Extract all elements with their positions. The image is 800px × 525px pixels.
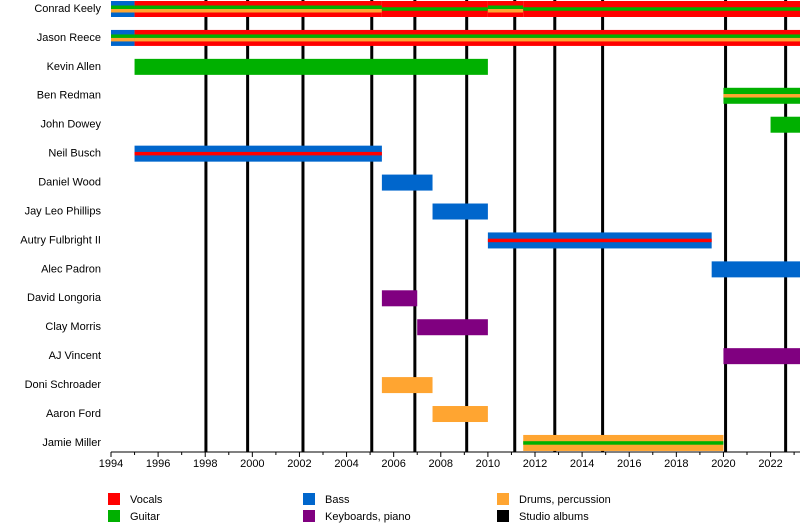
member-label: Jason Reece (37, 32, 101, 44)
member-bar (417, 319, 488, 336)
member-bar (711, 261, 800, 278)
member-bar (381, 377, 433, 394)
x-tick-label: 2014 (570, 458, 594, 470)
legend-swatch (497, 493, 509, 505)
legend-label: Drums, percussion (519, 494, 611, 506)
member-label: John Dowey (40, 119, 101, 131)
member-bar-stripe (134, 34, 800, 38)
legend-label: Bass (325, 494, 350, 506)
member-bar-stripe (134, 9, 382, 13)
legend-swatch (497, 510, 509, 522)
x-tick-label: 2012 (523, 458, 547, 470)
member-label: Clay Morris (45, 321, 101, 333)
member-bar (134, 58, 488, 75)
member-bar-stripe (723, 94, 800, 98)
member-label: Jay Leo Phillips (25, 205, 102, 217)
legend-swatch (108, 510, 120, 522)
member-bar-stripe (134, 37, 800, 42)
x-tick-label: 2008 (429, 458, 453, 470)
x-tick-label: 2022 (758, 458, 782, 470)
member-label: David Longoria (27, 292, 102, 304)
member-bar-stripe (381, 7, 488, 11)
x-tick-label: 2020 (711, 458, 735, 470)
member-label: Autry Fulbright II (20, 234, 101, 246)
member-label: AJ Vincent (49, 350, 101, 362)
member-bar-stripe (111, 37, 135, 42)
member-label: Ben Redman (37, 90, 101, 102)
legend-swatch (108, 493, 120, 505)
x-tick-label: 1998 (193, 458, 217, 470)
member-label: Aaron Ford (46, 408, 101, 420)
member-bar-stripe (134, 151, 382, 156)
x-tick-label: 2004 (334, 458, 358, 470)
legend-swatch (303, 510, 315, 522)
member-bar-stripe (487, 238, 712, 243)
member-bar-stripe (487, 9, 524, 13)
member-bar-stripe (134, 5, 382, 9)
member-bar (770, 116, 800, 133)
member-bar (381, 290, 418, 307)
member-bar (381, 174, 433, 191)
member-bar (432, 406, 488, 423)
member-bar-stripe (111, 34, 135, 38)
legend-label: Keyboards, piano (325, 511, 411, 523)
member-bar-stripe (523, 441, 724, 445)
x-tick-label: 2018 (664, 458, 688, 470)
legend-swatch (303, 493, 315, 505)
member-label: Conrad Keely (34, 3, 101, 15)
legend-label: Guitar (130, 511, 160, 523)
member-label: Jamie Miller (42, 437, 101, 449)
member-bar-stripe (487, 5, 524, 9)
x-tick-label: 2010 (476, 458, 500, 470)
member-bar-stripe (523, 7, 800, 11)
member-label: Kevin Allen (47, 61, 101, 73)
x-tick-label: 2016 (617, 458, 641, 470)
x-tick-label: 1994 (99, 458, 123, 470)
member-label: Neil Busch (48, 148, 101, 160)
member-bar-stripe (111, 9, 135, 13)
member-label: Daniel Wood (38, 176, 101, 188)
x-tick-label: 1996 (146, 458, 170, 470)
legend-label: Vocals (130, 494, 163, 506)
member-bar-stripe (111, 5, 135, 9)
member-label: Alec Padron (41, 263, 101, 275)
member-bar (723, 348, 800, 365)
x-tick-label: 2000 (240, 458, 264, 470)
legend-label: Studio albums (519, 511, 589, 523)
member-bar (432, 203, 488, 220)
x-tick-label: 2006 (381, 458, 405, 470)
x-tick-label: 2002 (287, 458, 311, 470)
member-label: Doni Schroader (25, 379, 102, 391)
